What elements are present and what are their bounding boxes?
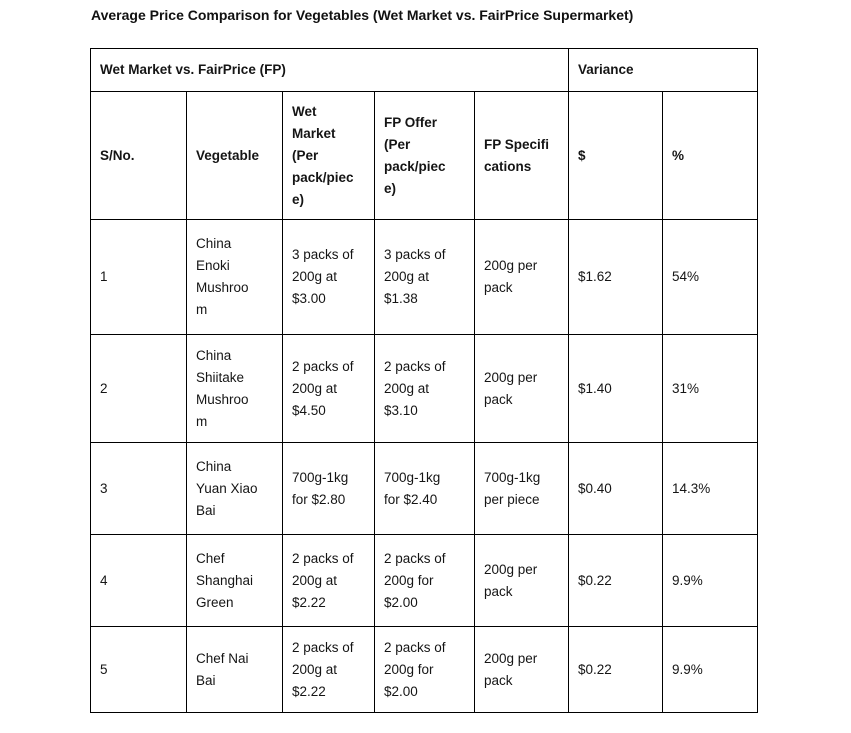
- cell-wet-market: 3 packs of 200g at $3.00: [282, 219, 375, 335]
- cell-wet-market: 2 packs of 200g at $4.50: [282, 334, 375, 443]
- cell-vegetable: China Enoki Mushroo m: [186, 219, 283, 335]
- cell-variance-percent: 54%: [662, 219, 758, 335]
- cell-wet-market: 700g-1kg for $2.80: [282, 442, 375, 535]
- table-row: 3 China Yuan Xiao Bai 700g-1kg for $2.80…: [90, 442, 758, 535]
- cell-variance-percent: 9.9%: [662, 534, 758, 627]
- column-header-variance-dollar: $: [568, 91, 663, 220]
- cell-variance-dollar: $1.40: [568, 334, 663, 443]
- column-header-variance-percent: %: [662, 91, 758, 220]
- page-title: Average Price Comparison for Vegetables …: [91, 7, 634, 23]
- group-header-wet-market-vs-fairprice: Wet Market vs. FairPrice (FP): [90, 48, 569, 92]
- cell-variance-dollar: $0.40: [568, 442, 663, 535]
- cell-sno: 5: [90, 626, 187, 713]
- cell-fp-specifications: 200g per pack: [474, 334, 569, 443]
- cell-variance-dollar: $0.22: [568, 626, 663, 713]
- cell-fp-specifications: 200g per pack: [474, 534, 569, 627]
- table-row: 4 Chef Shanghai Green 2 packs of 200g at…: [90, 534, 758, 627]
- cell-vegetable: China Shiitake Mushroo m: [186, 334, 283, 443]
- cell-vegetable: Chef Nai Bai: [186, 626, 283, 713]
- cell-fp-specifications: 200g per pack: [474, 219, 569, 335]
- cell-sno: 4: [90, 534, 187, 627]
- cell-sno: 3: [90, 442, 187, 535]
- cell-fp-offer: 2 packs of 200g for $2.00: [374, 534, 475, 627]
- cell-wet-market: 2 packs of 200g at $2.22: [282, 534, 375, 627]
- cell-variance-percent: 9.9%: [662, 626, 758, 713]
- cell-vegetable: China Yuan Xiao Bai: [186, 442, 283, 535]
- price-comparison-table: Wet Market vs. FairPrice (FP) Variance S…: [90, 48, 758, 713]
- cell-wet-market: 2 packs of 200g at $2.22: [282, 626, 375, 713]
- cell-fp-specifications: 700g-1kg per piece: [474, 442, 569, 535]
- cell-sno: 2: [90, 334, 187, 443]
- group-header-variance: Variance: [568, 48, 758, 92]
- table-row: 2 China Shiitake Mushroo m 2 packs of 20…: [90, 334, 758, 443]
- cell-fp-offer: 2 packs of 200g at $3.10: [374, 334, 475, 443]
- cell-variance-percent: 31%: [662, 334, 758, 443]
- cell-sno: 1: [90, 219, 187, 335]
- cell-vegetable: Chef Shanghai Green: [186, 534, 283, 627]
- cell-fp-specifications: 200g per pack: [474, 626, 569, 713]
- cell-variance-dollar: $1.62: [568, 219, 663, 335]
- table-column-header-row: S/No. Vegetable Wet Market (Per pack/pie…: [90, 91, 758, 220]
- cell-variance-percent: 14.3%: [662, 442, 758, 535]
- cell-variance-dollar: $0.22: [568, 534, 663, 627]
- cell-fp-offer: 3 packs of 200g at $1.38: [374, 219, 475, 335]
- column-header-vegetable: Vegetable: [186, 91, 283, 220]
- column-header-wet-market: Wet Market (Per pack/piec e): [282, 91, 375, 220]
- column-header-fp-specifications: FP Specifi cations: [474, 91, 569, 220]
- table-row: 5 Chef Nai Bai 2 packs of 200g at $2.22 …: [90, 626, 758, 713]
- column-header-fp-offer: FP Offer (Per pack/piec e): [374, 91, 475, 220]
- cell-fp-offer: 700g-1kg for $2.40: [374, 442, 475, 535]
- column-header-sno: S/No.: [90, 91, 187, 220]
- table-row: 1 China Enoki Mushroo m 3 packs of 200g …: [90, 219, 758, 335]
- cell-fp-offer: 2 packs of 200g for $2.00: [374, 626, 475, 713]
- table-group-header-row: Wet Market vs. FairPrice (FP) Variance: [90, 48, 758, 92]
